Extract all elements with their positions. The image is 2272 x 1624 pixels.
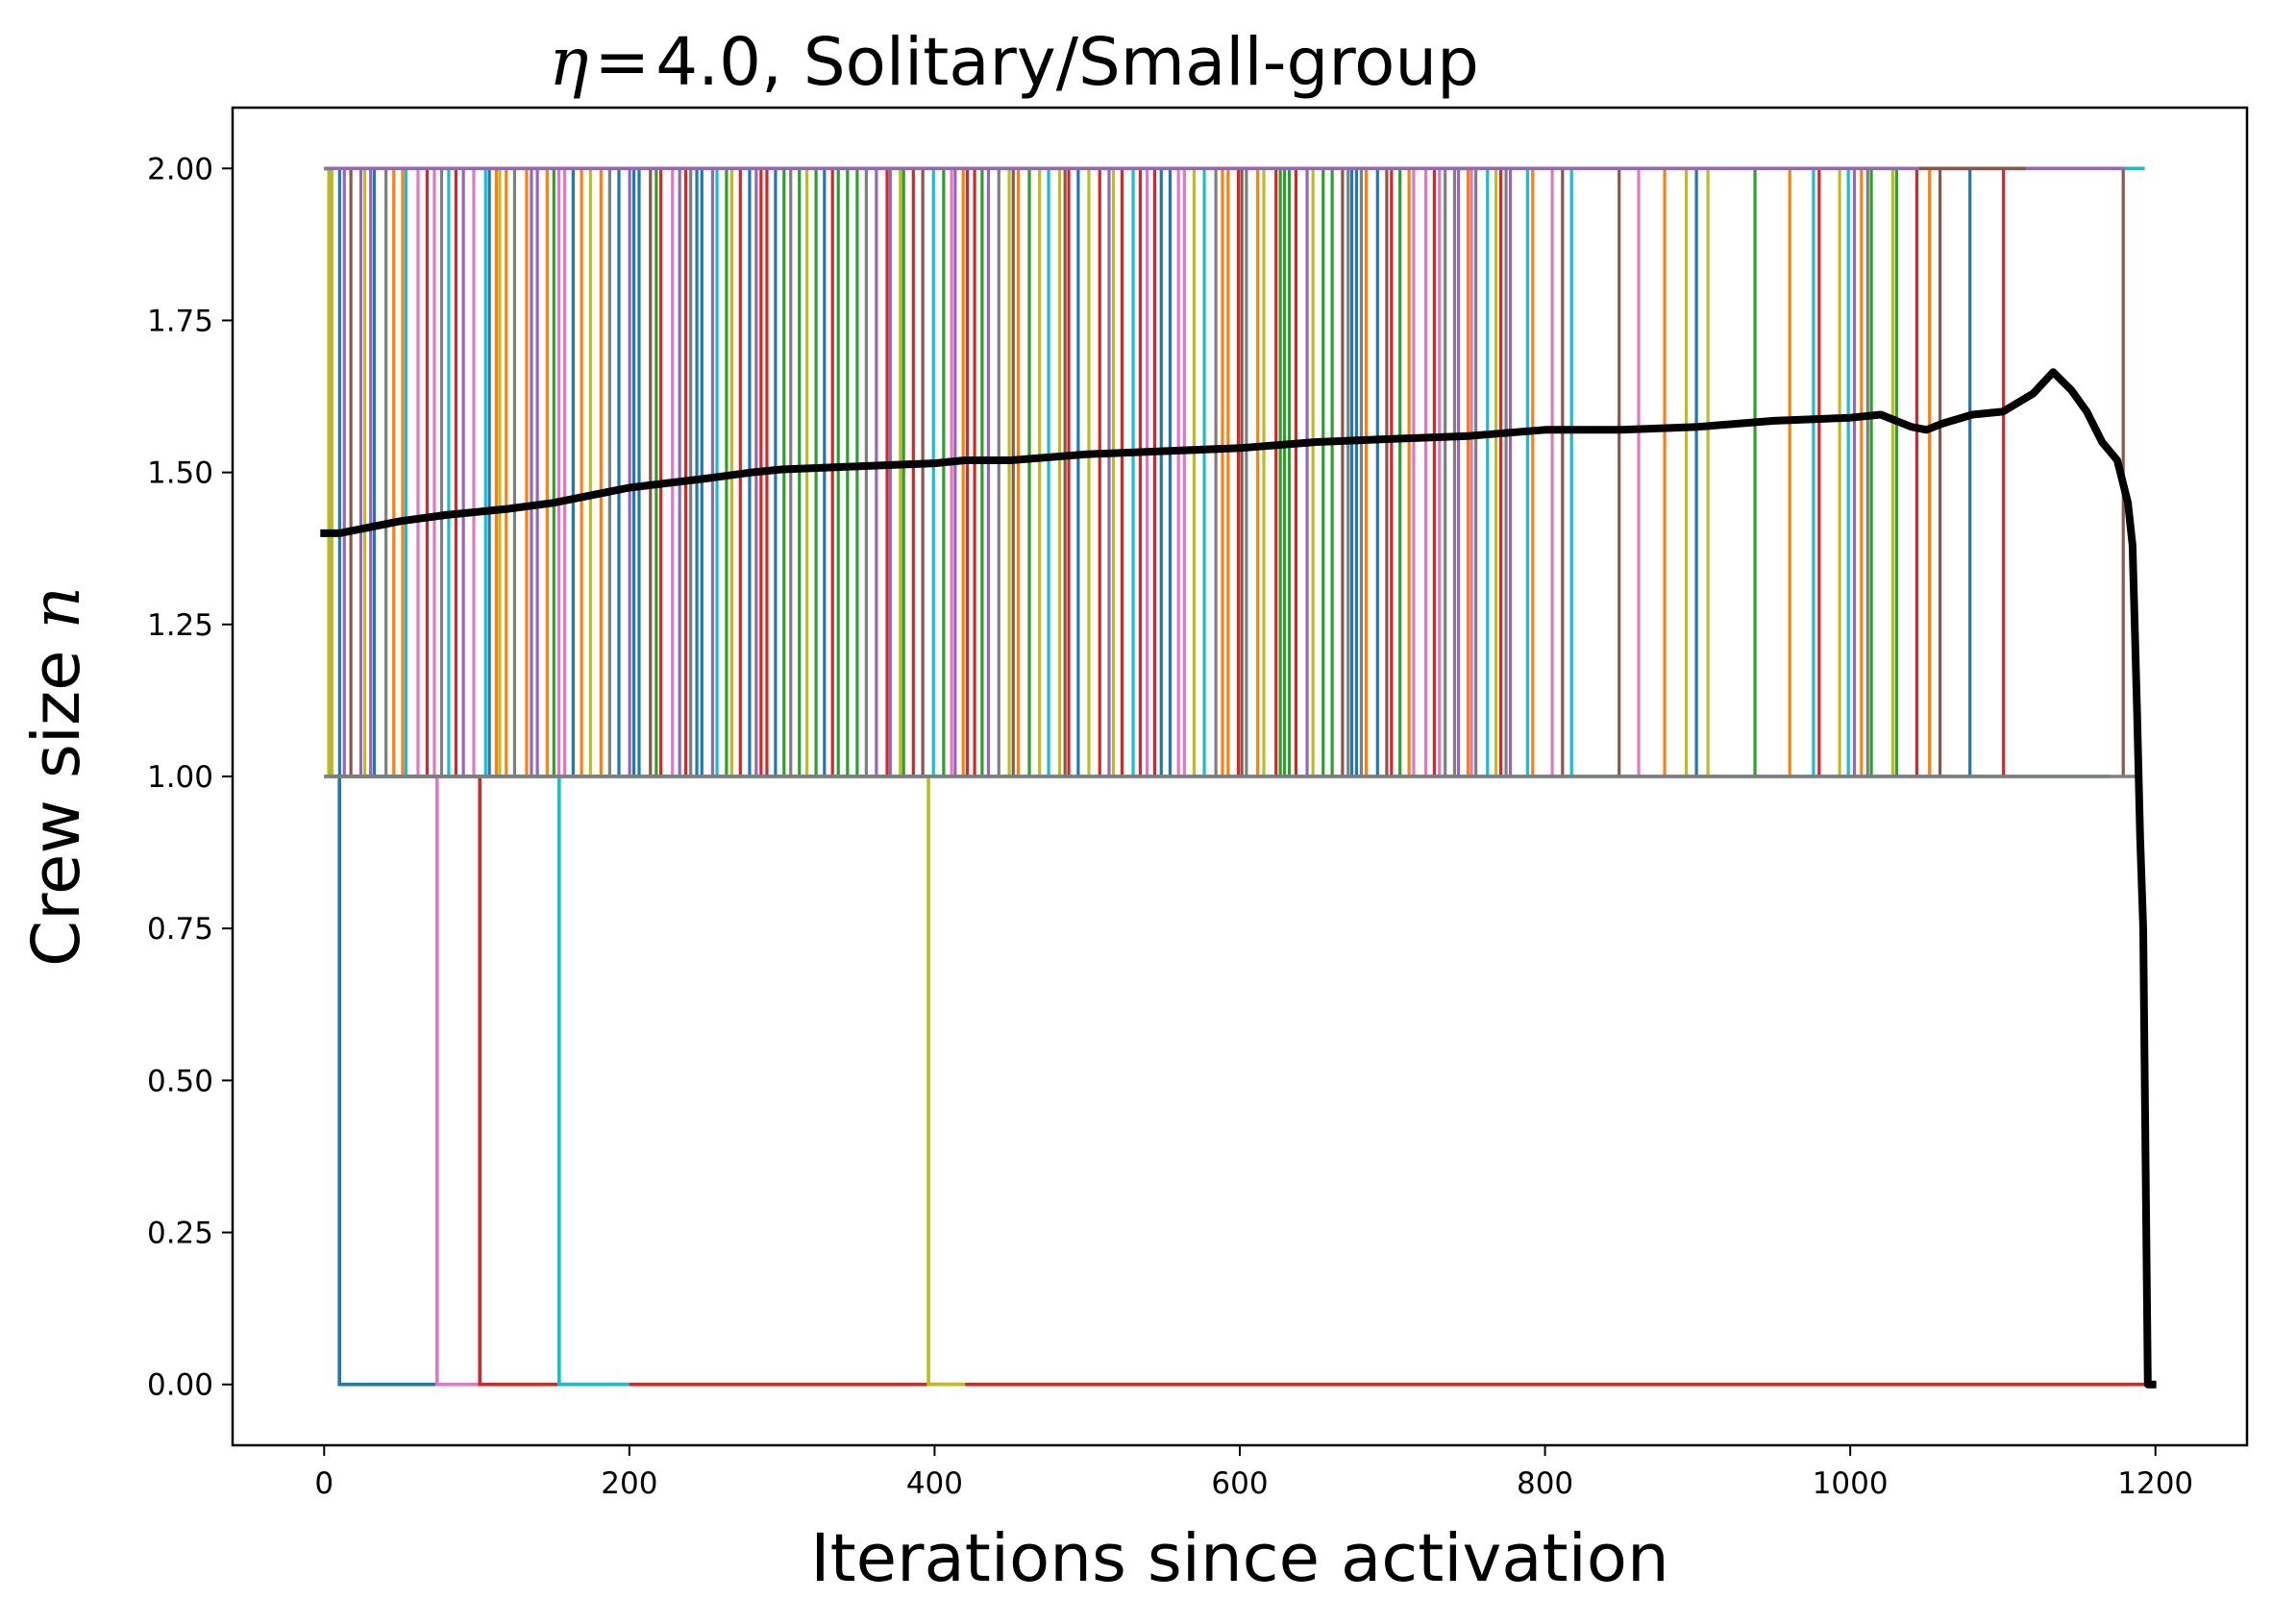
y-tick-label: 1.25 — [147, 608, 213, 643]
series-lines — [324, 166, 2153, 1387]
plot-area — [320, 166, 2157, 1389]
y-tick-label: 2.00 — [147, 152, 213, 186]
y-tick-label: 1.00 — [147, 760, 213, 795]
y-tick-label: 0.75 — [147, 912, 213, 947]
x-tick-label: 1200 — [2117, 1466, 2193, 1501]
x-tick-label: 200 — [601, 1466, 657, 1501]
mean-line — [320, 368, 2157, 1389]
y-tick-label: 0.50 — [147, 1064, 213, 1098]
y-axis-label: Crew size n — [18, 586, 95, 967]
y-tick-label: 1.75 — [147, 304, 213, 338]
toggle-lines — [327, 168, 2125, 776]
y-tick-label: 0.25 — [147, 1217, 213, 1251]
chart-title: η=4.0, Solitary/Small-group — [549, 24, 1479, 101]
y-axis-ticks: 0.00 0.25 0.50 0.75 1.00 1.25 1.50 1.75 2.00 — [147, 152, 233, 1403]
x-axis-label: Iterations since activation — [810, 1520, 1668, 1597]
y-tick-label: 0.00 — [147, 1368, 213, 1403]
y-tick-label: 1.50 — [147, 456, 213, 491]
x-tick-label: 800 — [1517, 1466, 1573, 1501]
x-tick-label: 0 — [314, 1466, 333, 1501]
x-tick-label: 400 — [906, 1466, 963, 1501]
x-axis-ticks: 0 200 400 600 800 1000 1200 — [314, 1445, 2193, 1501]
x-tick-label: 1000 — [1813, 1466, 1889, 1501]
mean-crew-size-line — [320, 368, 2157, 1389]
x-tick-label: 600 — [1211, 1466, 1268, 1501]
